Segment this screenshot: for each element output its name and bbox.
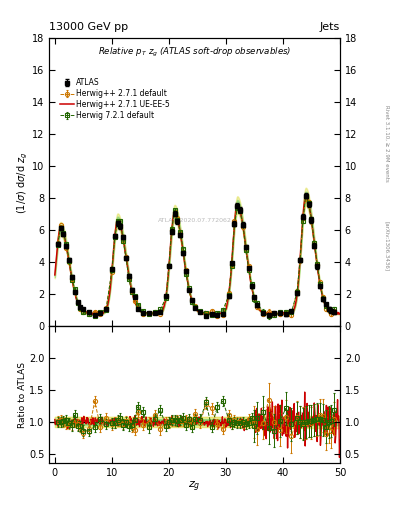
Text: [arXiv:1306.3436]: [arXiv:1306.3436] <box>385 221 389 271</box>
Herwig++ 2.7.1 UE-EE-5 <box>338 310 342 316</box>
Herwig++ 2.7.1 UE-EE-5 <box>268 309 272 315</box>
Text: 13000 GeV pp: 13000 GeV pp <box>49 22 128 32</box>
Line: Herwig++ 2.7.1 UE-EE-5: Herwig++ 2.7.1 UE-EE-5 <box>55 197 340 315</box>
X-axis label: $z_g$: $z_g$ <box>188 480 201 494</box>
Herwig++ 2.7.1 UE-EE-5 <box>304 194 309 200</box>
Text: Rivet 3.1.10, ≥ 2.9M events: Rivet 3.1.10, ≥ 2.9M events <box>385 105 389 182</box>
Y-axis label: (1/$\sigma$) d$\sigma$/d $z_g$: (1/$\sigma$) d$\sigma$/d $z_g$ <box>16 151 31 214</box>
Herwig++ 2.7.1 UE-EE-5 <box>153 312 158 318</box>
Herwig++ 2.7.1 UE-EE-5 <box>126 267 130 273</box>
Y-axis label: Ratio to ATLAS: Ratio to ATLAS <box>18 362 28 428</box>
Herwig++ 2.7.1 UE-EE-5 <box>53 272 57 278</box>
Legend: ATLAS, Herwig++ 2.7.1 default, Herwig++ 2.7.1 UE-EE-5, Herwig 7.2.1 default: ATLAS, Herwig++ 2.7.1 default, Herwig++ … <box>59 77 172 121</box>
Text: Relative $p_T$ $z_g$ (ATLAS soft-drop observables): Relative $p_T$ $z_g$ (ATLAS soft-drop ob… <box>98 46 291 59</box>
Herwig++ 2.7.1 UE-EE-5 <box>103 308 108 314</box>
Herwig++ 2.7.1 UE-EE-5 <box>221 310 226 316</box>
Text: ATLAS_2020.07.772062: ATLAS_2020.07.772062 <box>158 217 231 223</box>
Herwig++ 2.7.1 UE-EE-5 <box>182 258 187 264</box>
Herwig++ 2.7.1 UE-EE-5 <box>243 244 248 250</box>
Text: Jets: Jets <box>320 22 340 32</box>
